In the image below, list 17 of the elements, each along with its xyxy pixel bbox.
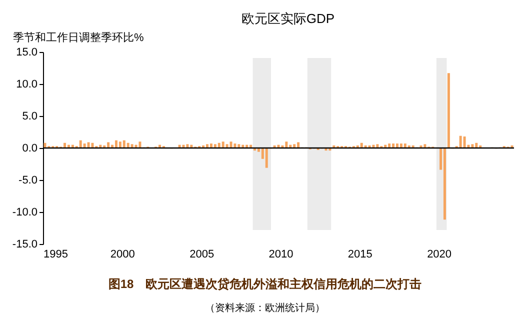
y-tick-label: 0.0 [22, 142, 38, 154]
x-tick-label: 2005 [190, 248, 214, 260]
x-tick-label: 2000 [110, 248, 135, 260]
y-tick-label: -5.0 [18, 174, 38, 186]
y-tick-label: -10.0 [12, 206, 38, 218]
y-tick-label: -15.0 [12, 238, 38, 250]
caption: 图18 欧元区遭遇次贷危机外溢和主权信用危机的二次打击 [108, 277, 422, 291]
x-tick-label: 1995 [44, 248, 68, 260]
x-tick-label: 2015 [348, 248, 372, 260]
y-tick-label: 15.0 [16, 46, 38, 58]
y-tick-label: 10.0 [16, 78, 38, 90]
x-tick-label: 2020 [427, 248, 452, 260]
y-axis-title: 季节和工作日调整季环比% [13, 31, 144, 44]
y-tick-label: 5.0 [22, 110, 38, 122]
x-tick-label: 2010 [268, 248, 294, 260]
chart-title: 欧元区实际GDP [241, 11, 335, 26]
text: （资料来源：欧洲统计局） [205, 302, 325, 314]
